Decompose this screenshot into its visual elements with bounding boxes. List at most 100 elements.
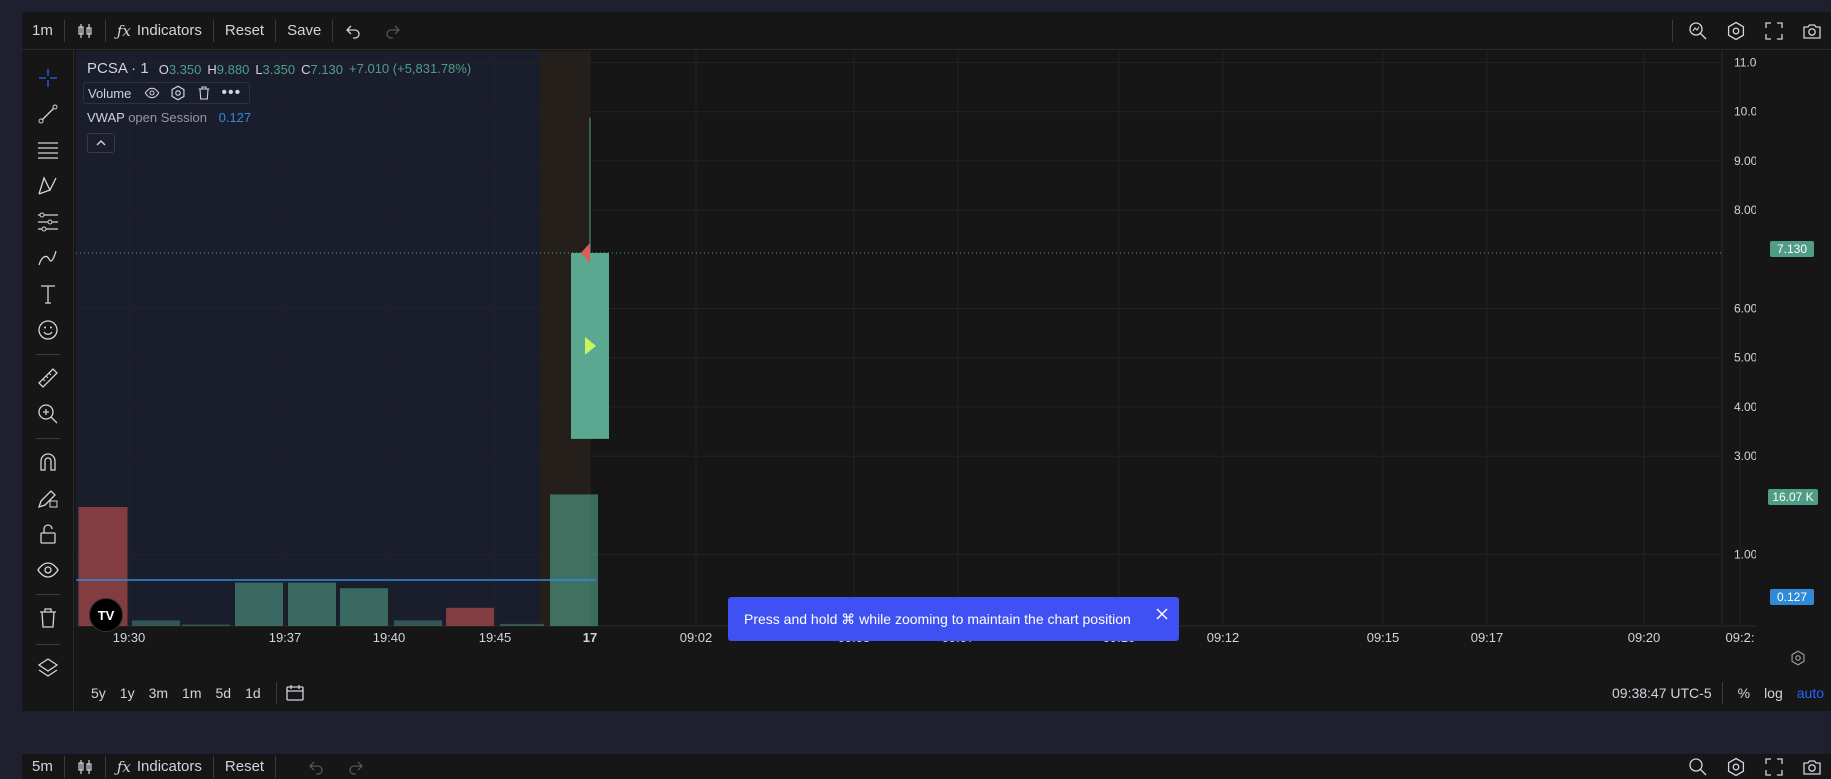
- second-fullscreen-button[interactable]: [1755, 757, 1793, 777]
- x-tick-label: 09:20: [1628, 630, 1661, 645]
- settings-icon[interactable]: [170, 85, 186, 101]
- camera-icon: [1803, 24, 1821, 39]
- camera-icon: [1803, 759, 1821, 775]
- text-tool[interactable]: [34, 280, 62, 308]
- fullscreen-icon: [1765, 757, 1783, 776]
- x-tick-label: 09:17: [1471, 630, 1504, 645]
- range-button-1d[interactable]: 1d: [245, 685, 261, 701]
- emoji-tool[interactable]: [34, 316, 62, 344]
- auto-toggle[interactable]: auto: [1796, 685, 1824, 701]
- redo-button[interactable]: [373, 12, 413, 50]
- calendar-icon: [286, 685, 304, 701]
- hide-drawings-tool[interactable]: [34, 556, 62, 584]
- lock-tool[interactable]: [34, 520, 62, 548]
- y-tick-label: 8.000: [1734, 203, 1756, 217]
- search-chart-button[interactable]: [1679, 12, 1717, 50]
- chevron-up-icon: [96, 140, 106, 146]
- log-toggle[interactable]: log: [1764, 685, 1783, 701]
- prediction-tool[interactable]: [34, 208, 62, 236]
- high-group: H9.880: [207, 61, 249, 77]
- collapse-legend-button[interactable]: [87, 133, 115, 153]
- high-value: 9.880: [216, 61, 250, 77]
- object-tree-tool[interactable]: [34, 654, 62, 682]
- remove-drawings-tool[interactable]: [34, 604, 62, 632]
- vwap-value-label: 0.127: [1770, 589, 1814, 605]
- brush-tool[interactable]: [34, 244, 62, 272]
- second-indicators-button[interactable]: ƒx Indicators: [106, 754, 213, 779]
- toolbar-divider: [1721, 682, 1723, 704]
- text-icon: [41, 285, 55, 304]
- ruler-icon: [38, 368, 58, 388]
- settings-icon: [1727, 757, 1745, 776]
- more-icon[interactable]: •••: [221, 84, 242, 101]
- volume-legend[interactable]: Volume •••: [83, 82, 251, 104]
- top-toolbar-right: [1672, 12, 1831, 50]
- forecast-icon: [38, 212, 58, 232]
- pattern-tool[interactable]: [34, 172, 62, 200]
- search-chart-icon: [1689, 757, 1707, 775]
- second-search-chart-button[interactable]: [1679, 757, 1717, 777]
- fullscreen-button[interactable]: [1755, 12, 1793, 50]
- zoom-tool[interactable]: [34, 400, 62, 428]
- vwap-value: 0.127: [218, 110, 252, 125]
- interval-button[interactable]: 1m: [32, 22, 53, 39]
- second-screenshot-button[interactable]: [1793, 757, 1831, 777]
- clock[interactable]: 09:38:47 UTC-5: [1612, 685, 1712, 701]
- screenshot-button[interactable]: [1793, 12, 1831, 50]
- undo-icon: [346, 25, 360, 39]
- range-button-3m[interactable]: 3m: [148, 685, 169, 701]
- range-button-5d[interactable]: 5d: [215, 685, 232, 701]
- price-chart[interactable]: 11.000 10.000 9.000 8.000 6.000 5.000 4.000 3.0…: [76, 51, 1756, 646]
- magnet-tool[interactable]: [34, 448, 62, 476]
- pencil-lock-icon: [37, 490, 58, 509]
- tradingview-logo[interactable]: TV: [89, 598, 123, 632]
- x-tick-label: 09:2:: [1726, 630, 1755, 645]
- fx-icon: ƒx: [116, 757, 131, 776]
- search-chart-icon: [1689, 22, 1707, 40]
- toast-message: Press and hold ⌘ while zooming to mainta…: [744, 610, 1131, 627]
- y-tick-label: 5.000: [1734, 351, 1756, 365]
- eye-icon: [37, 562, 59, 578]
- close-key: C: [301, 61, 311, 77]
- second-interval-button[interactable]: 5m: [32, 758, 53, 775]
- measure-tool[interactable]: [34, 364, 62, 392]
- percent-toggle[interactable]: %: [1737, 685, 1751, 701]
- lock-drawings-tool[interactable]: [34, 484, 62, 512]
- last-price-label: 7.130: [1770, 241, 1814, 257]
- tool-divider: [36, 644, 60, 645]
- x-tick-label: 09:12: [1207, 630, 1240, 645]
- undo-button[interactable]: [333, 12, 373, 50]
- crosshair-tool[interactable]: [34, 64, 62, 92]
- delete-icon[interactable]: [196, 85, 212, 101]
- gear-icon: [1791, 650, 1805, 666]
- visibility-eye-icon[interactable]: [144, 85, 160, 101]
- goto-date-button[interactable]: [285, 683, 305, 703]
- second-redo-button[interactable]: [336, 754, 376, 779]
- trend-line-tool[interactable]: [34, 100, 62, 128]
- redo-icon: [349, 761, 364, 775]
- axis-settings-button[interactable]: [1790, 650, 1806, 671]
- range-button-1m[interactable]: 1m: [182, 685, 202, 701]
- fib-tool[interactable]: [34, 136, 62, 164]
- range-button-1y[interactable]: 1y: [119, 685, 135, 701]
- y-tick-label: 6.000: [1734, 302, 1756, 316]
- save-button[interactable]: Save: [287, 22, 322, 39]
- second-chart-type-button[interactable]: [65, 754, 105, 779]
- reset-button[interactable]: Reset: [224, 22, 265, 39]
- settings-button[interactable]: [1717, 12, 1755, 50]
- unlock-icon: [40, 524, 56, 544]
- second-reset-button[interactable]: Reset: [224, 758, 265, 775]
- vwap-legend[interactable]: VWAP open Session 0.127: [87, 110, 251, 125]
- chart-type-button[interactable]: [65, 12, 105, 50]
- second-settings-button[interactable]: [1717, 757, 1755, 777]
- symbol-label[interactable]: PCSA · 1: [87, 60, 149, 77]
- close-icon[interactable]: [1155, 607, 1169, 621]
- x-tick-label: 09:02: [680, 630, 713, 645]
- low-group: L3.350: [255, 61, 295, 77]
- volume-bar: [500, 623, 544, 626]
- vwap-params: open Session: [128, 110, 207, 125]
- tool-divider: [36, 438, 60, 439]
- second-undo-button[interactable]: [296, 754, 336, 779]
- range-button-5y[interactable]: 5y: [91, 685, 106, 701]
- indicators-button[interactable]: ƒx Indicators: [106, 12, 213, 50]
